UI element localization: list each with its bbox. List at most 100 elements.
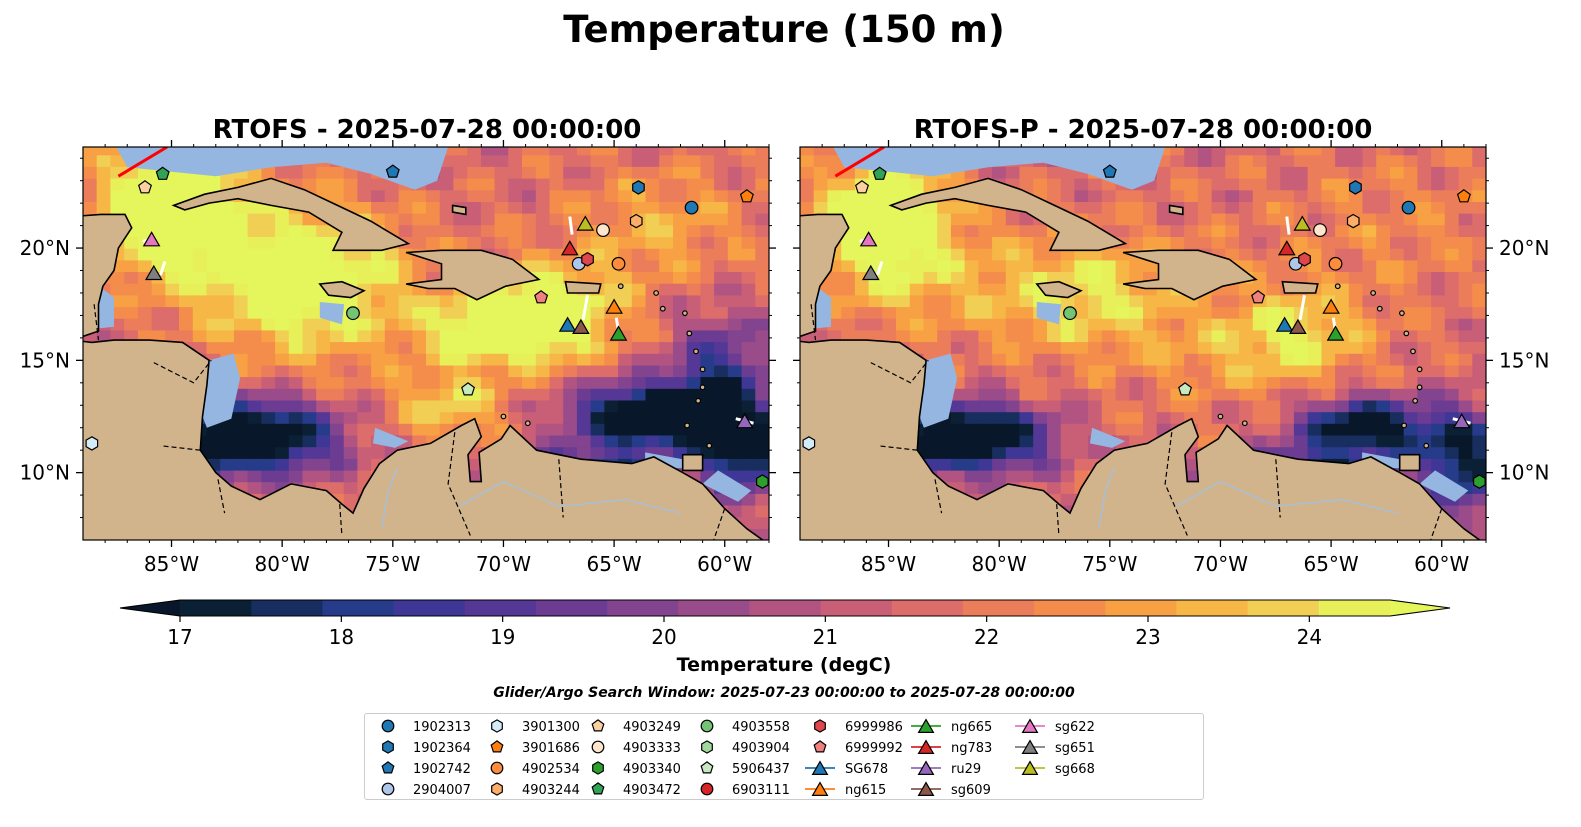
marker-sg622 <box>859 231 878 247</box>
legend-entry-6999986: 6999986 <box>814 719 903 735</box>
legend-marker-6999986 <box>814 719 826 733</box>
y-tick-label: 20°N <box>20 236 70 260</box>
marker-4903558 <box>346 306 360 321</box>
island <box>524 420 531 427</box>
legend-entry-4903244: 4903244 <box>491 782 580 798</box>
colorbar-bin <box>962 600 1035 616</box>
legend-marker-2904007 <box>381 782 395 796</box>
colorbar-tick-label: 19 <box>490 625 515 649</box>
marker-1902313 <box>684 200 699 215</box>
land-caicos <box>451 204 467 216</box>
colorbar-bin <box>1034 600 1106 616</box>
glider-track <box>568 216 574 235</box>
marker-1902742 <box>1102 164 1117 178</box>
marker-ng615 <box>1322 298 1340 314</box>
colorbar-tick-label: 22 <box>974 625 999 649</box>
legend-entry-5906437: 5906437 <box>700 761 790 777</box>
legend-marker-4903904 <box>701 740 713 754</box>
legend-entry-1902742: 1902742 <box>381 761 471 777</box>
shallow-water <box>202 353 241 428</box>
legend-entry-sg668: sg668 <box>1015 760 1095 777</box>
legend-entry-6999992: 6999992 <box>813 740 903 756</box>
marker-4903244 <box>1346 213 1360 229</box>
marker-3901686 <box>1456 189 1471 203</box>
land-puertorico <box>1281 280 1319 294</box>
country-border <box>160 445 201 451</box>
y-tick-label: 15°N <box>1499 348 1549 372</box>
legend-marker-ng665 <box>917 718 935 733</box>
legend-entry-1902364: 1902364 <box>382 740 471 756</box>
marker-sg668 <box>1293 215 1312 231</box>
legend-marker-1902742 <box>381 761 395 774</box>
legend-label: 4903244 <box>522 783 580 798</box>
marker-sg609 <box>572 318 590 334</box>
x-tick-label: 65°W <box>586 552 641 576</box>
legend-entries: 1902313 1902364 1902742 2904007 3901300 39016… <box>381 718 1095 798</box>
island <box>1217 413 1224 420</box>
country-border <box>1056 504 1060 536</box>
marker-6999992 <box>534 290 549 304</box>
x-tick-label: 80°W <box>255 552 310 576</box>
legend-marker-1902364 <box>382 740 394 754</box>
legend-entry-2904007: 2904007 <box>381 782 471 798</box>
legend-label: 4903558 <box>732 720 790 735</box>
country-border <box>810 304 817 341</box>
map-frame <box>799 146 1487 541</box>
x-tick-label: 65°W <box>1303 552 1358 576</box>
marker-6999992 <box>1251 290 1266 304</box>
legend-marker-6903111 <box>700 782 714 796</box>
land-hispaniola <box>1122 249 1258 301</box>
legend-entry-4903333: 4903333 <box>591 740 681 756</box>
legend: 1902313 1902364 1902742 2904007 3901300 39016… <box>364 713 1204 800</box>
country-border <box>339 504 343 536</box>
legend-marker-5906437 <box>700 761 714 774</box>
y-tick-label: 10°N <box>20 461 70 485</box>
legend-label: 4903333 <box>623 741 681 756</box>
glider-track <box>581 294 589 321</box>
shallow-water <box>1089 427 1126 448</box>
legend-label: 6999986 <box>845 720 903 735</box>
legend-marker-4903244 <box>491 782 503 796</box>
land-cuba <box>888 177 1128 252</box>
marker-sg622 <box>142 231 161 247</box>
colorbar-tick-label: 18 <box>329 625 354 649</box>
legend-marker-sg622 <box>1021 718 1039 733</box>
legend-marker-4903558 <box>700 719 714 733</box>
legend-entry-sg651: sg651 <box>1015 739 1095 756</box>
island <box>1399 310 1405 317</box>
legend-entry-ng615: ng615 <box>805 781 886 798</box>
legend-entry-4903249: 4903249 <box>591 719 681 735</box>
shallow-water <box>1419 470 1469 502</box>
marker-4902534 <box>1328 256 1343 271</box>
legend-entry-ng783: ng783 <box>911 739 992 756</box>
island <box>706 442 713 449</box>
river <box>381 467 398 529</box>
colorbar-bin <box>607 600 679 616</box>
shallow-water <box>372 427 409 448</box>
y-tick-label: 10°N <box>1499 461 1549 485</box>
country-border <box>93 304 100 341</box>
country-border <box>1164 432 1188 536</box>
map-rtofs-p[interactable]: 85°W 80°W 75°W 70°W 65°W 60°W 20°N 15°N 10°N <box>789 140 1550 585</box>
marker-SG678 <box>558 316 577 332</box>
legend-label: 4903904 <box>732 741 790 756</box>
legend-entry-4903340: 4903340 <box>592 761 681 777</box>
country-border <box>870 359 929 384</box>
colorbar-bin <box>1318 600 1391 616</box>
marker-3901686 <box>739 189 754 203</box>
island <box>1241 420 1248 427</box>
marker-1902364 <box>1349 180 1362 195</box>
legend-entry-ru29: ru29 <box>911 760 981 777</box>
legend-label: SG678 <box>845 762 888 777</box>
map-rtofs[interactable]: 85°W 80°W 75°W 70°W 65°W 60°W 20°N 15°N 10°N <box>20 140 776 585</box>
island <box>699 366 706 373</box>
colorbar-bin <box>1105 600 1177 616</box>
marker-SG678 <box>1275 316 1294 332</box>
river <box>458 480 681 514</box>
country-border <box>934 479 943 514</box>
shallow-water <box>116 147 449 190</box>
legend-label: 3901300 <box>522 720 580 735</box>
island <box>699 384 706 391</box>
legend-marker-sg668 <box>1021 760 1039 776</box>
